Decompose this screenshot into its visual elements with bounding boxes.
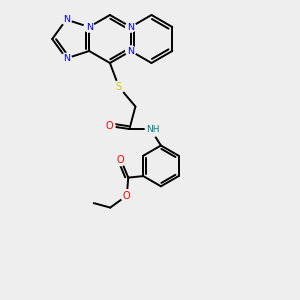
Text: N: N: [127, 22, 134, 32]
Circle shape: [126, 22, 136, 32]
Text: N: N: [63, 15, 70, 24]
Text: O: O: [117, 154, 124, 165]
Text: O: O: [123, 190, 130, 201]
Text: S: S: [116, 82, 122, 92]
Circle shape: [84, 22, 94, 32]
Text: N: N: [127, 46, 134, 56]
Circle shape: [121, 190, 133, 202]
Circle shape: [145, 122, 160, 136]
Circle shape: [103, 120, 115, 132]
Circle shape: [113, 81, 125, 93]
Circle shape: [61, 14, 71, 25]
Text: N: N: [85, 22, 93, 32]
Circle shape: [61, 53, 71, 64]
Circle shape: [115, 154, 127, 166]
Text: NH: NH: [146, 124, 160, 134]
Circle shape: [126, 46, 136, 56]
Text: N: N: [63, 54, 70, 63]
Text: O: O: [105, 121, 113, 131]
